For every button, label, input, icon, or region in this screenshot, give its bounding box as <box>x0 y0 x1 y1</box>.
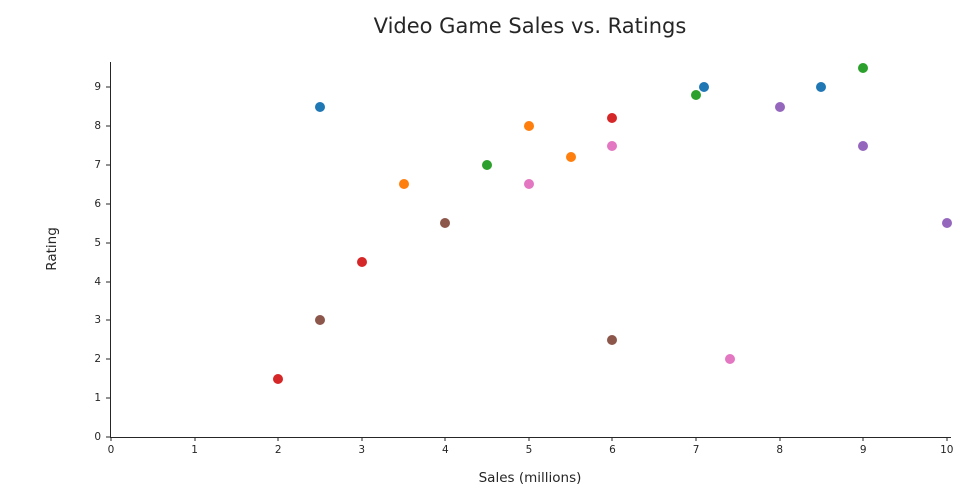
y-axis-label: Rating <box>44 227 60 271</box>
x-tick-mark <box>695 437 697 441</box>
scatter-point <box>724 354 735 365</box>
y-tick-label: 9 <box>94 81 101 94</box>
scatter-point <box>607 334 618 345</box>
scatter-point <box>699 82 710 93</box>
scatter-point <box>774 101 785 112</box>
scatter-point <box>816 82 827 93</box>
x-tick-mark <box>194 437 196 441</box>
scatter-point <box>440 218 451 229</box>
x-tick-mark <box>946 437 948 441</box>
y-tick-label: 4 <box>94 275 101 288</box>
scatter-point <box>858 62 869 73</box>
x-tick-mark <box>862 437 864 441</box>
y-tick-label: 7 <box>94 158 101 171</box>
scatter-point <box>941 218 952 229</box>
y-tick-label: 5 <box>94 236 101 249</box>
y-tick-mark <box>106 436 110 438</box>
scatter-point <box>482 159 493 170</box>
scatter-point <box>314 315 325 326</box>
x-tick-mark <box>779 437 781 441</box>
x-tick-label: 1 <box>191 444 198 456</box>
y-tick-mark <box>106 164 110 166</box>
x-tick-mark <box>528 437 530 441</box>
scatter-point <box>314 101 325 112</box>
x-tick-label: 9 <box>859 444 867 456</box>
chart-title: Video Game Sales vs. Ratings <box>373 14 687 38</box>
x-axis-label: Sales (millions) <box>478 470 582 486</box>
y-tick-mark <box>106 319 110 321</box>
scatter-point <box>398 179 409 190</box>
scatter-point <box>607 140 618 151</box>
x-tick-mark <box>444 437 446 441</box>
y-tick-mark <box>106 242 110 244</box>
x-tick-label: 6 <box>609 444 616 456</box>
scatter-point <box>691 90 702 101</box>
y-tick-label: 3 <box>94 314 101 327</box>
x-tick-mark <box>110 437 112 441</box>
scatter-point <box>565 152 576 163</box>
x-tick-label: 10 <box>940 444 954 456</box>
y-tick-mark <box>106 203 110 205</box>
scatter-point <box>523 121 534 132</box>
y-tick-label: 8 <box>94 120 101 133</box>
y-tick-mark <box>106 281 110 283</box>
scatter-point <box>607 113 618 124</box>
y-tick-label: 6 <box>94 197 101 210</box>
x-tick-mark <box>611 437 613 441</box>
x-tick-mark <box>277 437 279 441</box>
y-tick-mark <box>106 86 110 88</box>
y-tick-mark <box>106 358 110 360</box>
x-tick-label: 4 <box>441 444 449 456</box>
x-tick-label: 0 <box>107 444 115 456</box>
y-tick-label: 0 <box>94 431 101 443</box>
x-tick-label: 5 <box>525 444 533 456</box>
x-tick-label: 2 <box>274 444 282 456</box>
plot-area: 0 1 2 3 4 5 6 7 8 9 10 0 1 2 3 4 5 6 7 8 9 <box>94 62 954 456</box>
y-tick-label: 1 <box>94 392 101 405</box>
x-tick-label: 7 <box>692 444 700 456</box>
y-tick-mark <box>106 397 110 399</box>
y-tick-mark <box>106 125 110 127</box>
scatter-point <box>273 373 284 384</box>
x-tick-label: 8 <box>776 444 783 456</box>
x-tick-label: 3 <box>358 444 366 456</box>
scatter-point <box>858 140 869 151</box>
x-tick-mark <box>361 437 363 441</box>
y-tick-label: 2 <box>94 353 101 366</box>
scatter-point <box>356 257 367 268</box>
scatter-point <box>523 179 534 190</box>
